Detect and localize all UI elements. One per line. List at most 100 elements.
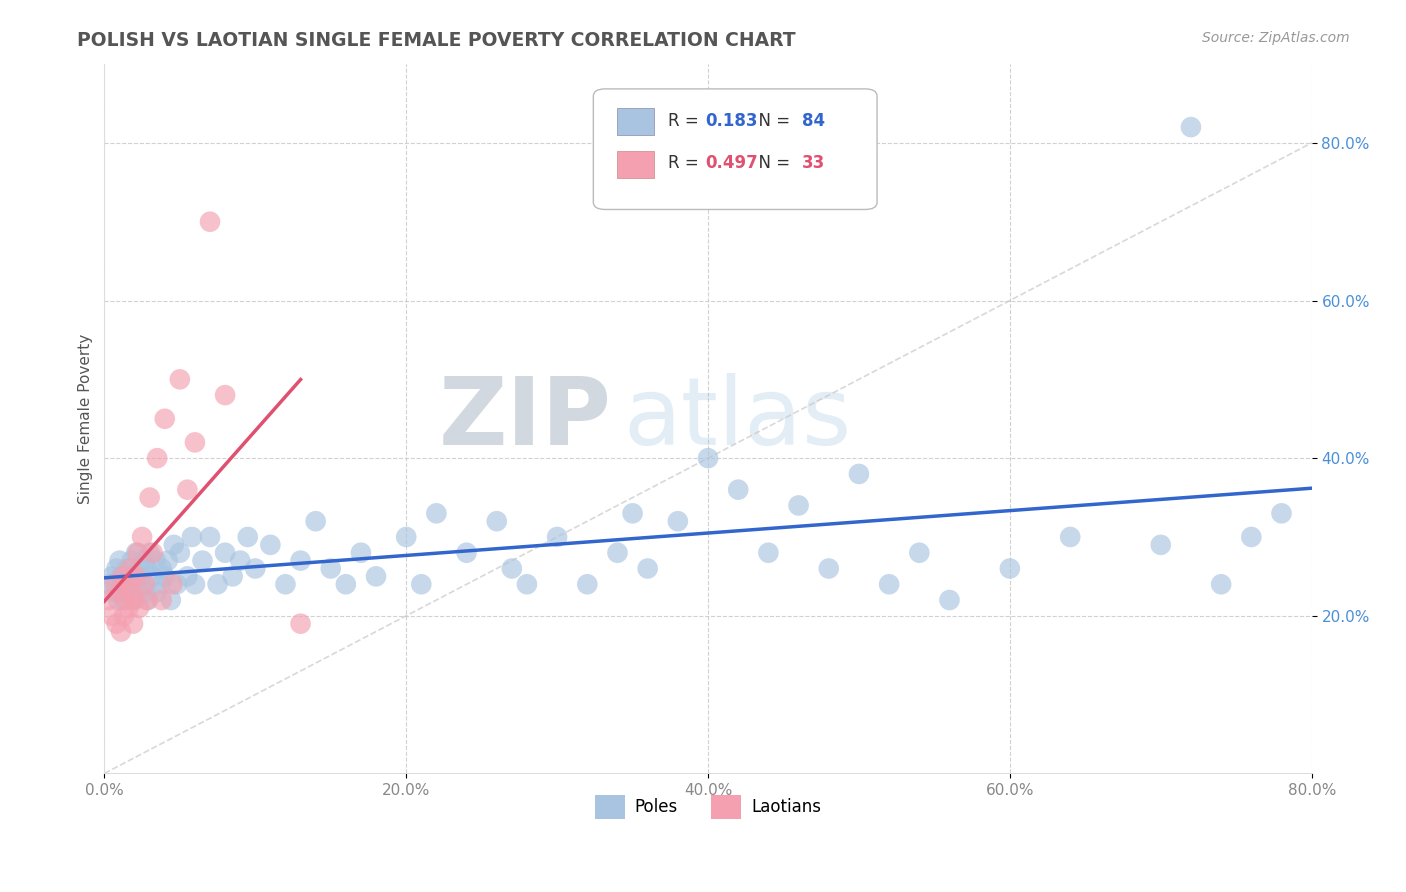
Point [166,577,188,591]
Text: 0.497: 0.497 [706,154,758,172]
Point [848,467,870,481]
Point [274,577,297,591]
Point [198,530,221,544]
Point [1240,530,1263,544]
Point [637,561,659,575]
Point [727,483,749,497]
Point [191,553,214,567]
Point [97,593,120,607]
Point [118,569,141,583]
Point [290,616,312,631]
Y-axis label: Single Female Poverty: Single Female Poverty [79,334,93,504]
Point [214,388,236,402]
Text: 0.183: 0.183 [706,112,758,130]
Point [501,561,523,575]
Point [146,451,169,466]
Text: Source: ZipAtlas.com: Source: ZipAtlas.com [1202,31,1350,45]
Point [1150,538,1173,552]
Text: R =: R = [668,112,704,130]
Point [169,546,191,560]
Point [162,577,184,591]
Text: ZIP: ZIP [439,373,612,465]
Point [938,593,960,607]
Point [169,372,191,386]
Text: R =: R = [668,154,704,172]
Legend: Poles, Laotians: Poles, Laotians [588,789,828,825]
Point [134,585,156,599]
Point [319,561,342,575]
Point [425,506,447,520]
Point [350,546,373,560]
Point [1211,577,1233,591]
Point [1270,506,1292,520]
Point [145,553,167,567]
Point [132,553,155,567]
Point [176,569,198,583]
Text: N =: N = [748,154,796,172]
Point [127,546,149,560]
Point [135,593,157,607]
Point [104,585,127,599]
Point [666,514,689,528]
Point [115,577,138,591]
Point [153,411,176,425]
Point [115,561,138,575]
Point [153,569,176,583]
Point [127,585,149,599]
Point [125,569,148,583]
Point [128,561,150,575]
Point [1059,530,1081,544]
Text: 84: 84 [803,112,825,130]
Point [101,569,124,583]
Point [142,569,165,583]
Point [118,561,141,575]
Point [111,577,134,591]
Point [229,553,252,567]
Point [122,616,145,631]
Point [121,585,143,599]
Point [395,530,418,544]
Point [259,538,281,552]
Point [136,593,159,607]
Point [184,577,207,591]
Text: atlas: atlas [623,373,852,465]
Point [998,561,1021,575]
Point [104,577,127,591]
Point [105,561,128,575]
Point [121,553,143,567]
Point [146,585,169,599]
Text: 33: 33 [803,154,825,172]
Text: N =: N = [748,112,796,130]
Point [207,577,229,591]
Point [131,530,153,544]
Point [138,491,160,505]
Point [131,569,153,583]
Point [214,546,236,560]
FancyBboxPatch shape [593,89,877,210]
Point [697,451,720,466]
Point [129,577,152,591]
Point [176,483,198,497]
Point [97,577,120,591]
Point [364,569,387,583]
Point [128,601,150,615]
Point [124,569,146,583]
Point [606,546,628,560]
FancyBboxPatch shape [617,151,654,178]
Point [110,569,132,583]
Point [124,593,146,607]
Point [150,561,173,575]
Point [221,569,243,583]
Point [108,553,131,567]
Point [138,546,160,560]
Point [105,616,128,631]
Point [245,561,267,575]
Point [134,577,156,591]
Point [411,577,433,591]
Point [877,577,900,591]
Point [112,608,135,623]
Point [787,499,810,513]
Point [112,593,135,607]
Point [908,546,931,560]
Point [290,553,312,567]
